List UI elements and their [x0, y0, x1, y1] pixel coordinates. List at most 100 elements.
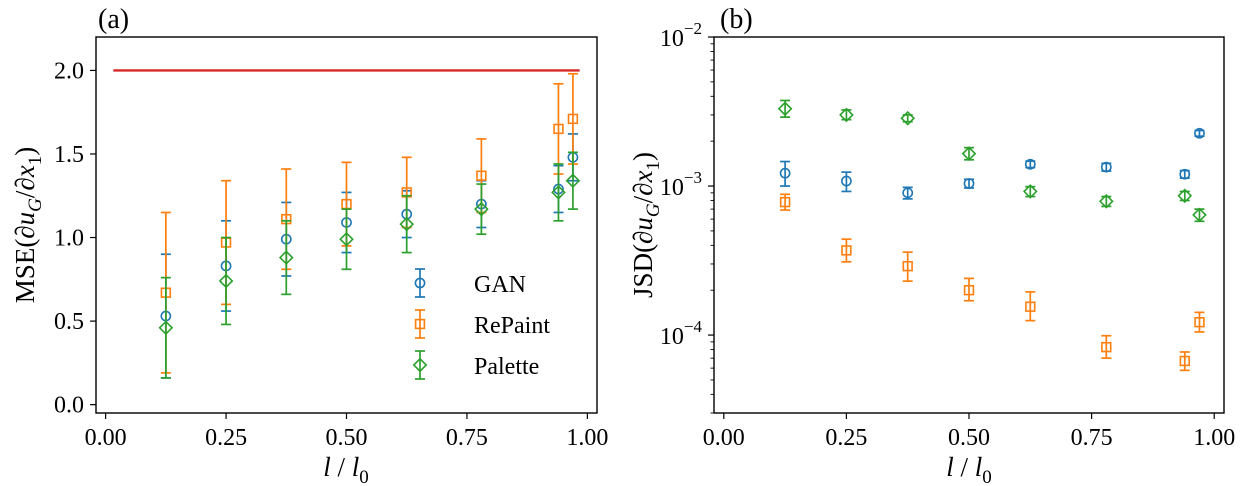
panel-b-repaint-errorbar-5 [1101, 334, 1112, 360]
panel-b-repaint-errorbar-2 [902, 251, 913, 283]
panel-b-palette-point-7 [1192, 207, 1207, 223]
legend-palette-marker [412, 357, 428, 373]
panel-b-palette-errorbar-3 [964, 146, 974, 161]
panel-b-gan-point-7 [1194, 127, 1205, 139]
panel-a-mse: (a) 0.00 0.25 0.50 0.75 1.000.00.51.01.52.0 … [10, 4, 608, 486]
panel-b-repaint-errorbar-4 [1025, 290, 1036, 322]
panel-b-repaint-point-6 [1179, 355, 1190, 367]
panel-a-xtick-label-2: 0.50 [326, 425, 368, 451]
panel-b-series-palette [777, 99, 1207, 223]
panel-b-gan-errorbar-1 [841, 171, 852, 193]
panel-a-series-palette [158, 151, 581, 379]
panel-b-palette-point-6 [1177, 188, 1193, 204]
panel-a-repaint-point-5 [476, 170, 487, 181]
panel-a-palette-errorbar-7 [567, 151, 578, 210]
legend-gan-label: GAN [474, 272, 526, 298]
panel-a-palette-errorbar-1 [221, 236, 232, 326]
legend-gan-marker [414, 277, 426, 289]
panel-b-ytick-exp-1: −3 [684, 168, 702, 187]
panel-b-ytick-label-2: 10−2 [660, 19, 702, 52]
panel-b-frame [713, 36, 1225, 414]
panel-a-ytick-label-2: 1.0 [54, 226, 84, 252]
panel-b-repaint-errorbar-6 [1179, 351, 1190, 372]
panel-b-gan-errorbar-0 [780, 160, 791, 187]
panel-b-ytick-base-2: 10 [660, 26, 684, 52]
panel-b-ytick-label-0: 10−4 [660, 317, 703, 350]
panel-b-repaint-errorbar-1 [841, 238, 852, 263]
panel-b-ytick-base-0: 10 [660, 324, 684, 350]
panel-b-repaint-point-4 [1025, 301, 1036, 312]
panel-b-ytick-label-1: 10−3 [660, 168, 702, 201]
panel-b-repaint-errorbar-7 [1194, 311, 1205, 333]
panel-b-palette-errorbar-7 [1194, 208, 1205, 223]
panel-a-ytick-label-1: 0.5 [54, 309, 84, 335]
panel-a-palette-errorbar-4 [401, 194, 412, 254]
panel-a-ytick-label-4: 2.0 [54, 58, 84, 84]
panel-b-gan-point-4 [1024, 158, 1036, 170]
panel-a-palette-point-0 [158, 320, 174, 336]
panel-b-repaint-point-5 [1101, 341, 1112, 353]
panel-a-ytick-label-0: 0.0 [54, 393, 84, 419]
panel-b-palette-point-3 [961, 146, 977, 161]
panel-b-ytick-exp-0: −4 [684, 317, 703, 336]
panel-b-repaint-errorbar-0 [780, 193, 791, 211]
panel-b-palette-point-5 [1098, 193, 1114, 209]
panel-a-xtick-label-4: 1.00 [566, 425, 608, 451]
panel-a-x-axis-label: l / l0 [323, 452, 369, 486]
panel-b-repaint-errorbar-3 [964, 277, 974, 302]
panel-b-palette-point-4 [1022, 184, 1038, 199]
panel-a-palette-point-3 [339, 231, 354, 247]
panel-b-palette-errorbar-1 [841, 109, 852, 121]
panel-b-repaint-point-7 [1194, 317, 1205, 328]
panel-b-repaint-point-2 [902, 260, 913, 272]
panel-b-series-repaint [779, 193, 1205, 372]
panel-b-gan-point-6 [1179, 168, 1191, 180]
panel-b-gan-point-1 [841, 175, 852, 187]
panel-a-xtick-label-1: 0.25 [205, 425, 247, 451]
panel-b-repaint-point-3 [963, 285, 975, 296]
panel-a-legend: GAN RePaint Palette [412, 268, 550, 380]
panel-b-y-axis-label: JSD(∂uG/∂x1) [628, 152, 664, 298]
panel-b-xtick-label-2: 0.50 [948, 425, 990, 451]
panel-b-repaint-point-0 [779, 196, 791, 208]
panel-a-repaint-point-6 [553, 123, 564, 135]
panel-a-repaint-errorbar-7 [567, 72, 578, 165]
panel-a-palette-point-5 [474, 201, 489, 217]
panel-b-gan-point-0 [779, 167, 791, 179]
panel-a-palette-errorbar-6 [553, 163, 564, 222]
panel-b-gan-point-5 [1100, 161, 1112, 173]
legend-entry-palette: Palette [412, 350, 539, 380]
panel-a-repaint-point-7 [567, 113, 579, 125]
legend-entry-gan: GAN [414, 268, 526, 298]
panel-a-palette-point-6 [551, 185, 566, 200]
panel-a-palette-errorbar-2 [281, 219, 292, 296]
panel-a-ticks: 0.00 0.25 0.50 0.75 1.00 0.0 0.5 1.0 1.5 2.0 [54, 58, 608, 451]
panel-a-palette-point-7 [565, 173, 581, 189]
panel-b-gan-point-2 [902, 187, 914, 199]
panel-b-xtick-label-3: 0.75 [1071, 425, 1113, 451]
panel-b-gan-point-3 [963, 178, 975, 189]
panel-b-data-layer [777, 99, 1207, 372]
panel-a-series-gan [160, 133, 579, 379]
panel-a-palette-errorbar-0 [160, 276, 171, 379]
panel-a-y-axis-label: MSE(∂uG/∂x1) [10, 147, 46, 303]
panel-b-repaint-point-1 [841, 245, 852, 256]
panel-b-label: (b) [720, 4, 753, 35]
panel-b-ytick-exp-2: −2 [684, 19, 702, 38]
legend-palette-label: Palette [474, 354, 539, 380]
panel-b-palette-errorbar-6 [1179, 190, 1190, 202]
panel-a-xtick-label-3: 0.75 [446, 425, 488, 451]
panel-b-xtick-label-1: 0.25 [825, 425, 867, 451]
panel-a-palette-point-2 [278, 250, 294, 265]
panel-a-repaint-errorbar-6 [553, 82, 564, 175]
panel-b-series-gan [779, 127, 1205, 200]
panel-b-x-axis-label: l / l0 [946, 452, 992, 486]
panel-a-xtick-label-0: 0.00 [85, 425, 127, 451]
panel-a-palette-errorbar-3 [341, 208, 352, 271]
panel-b-xtick-label-0: 0.00 [703, 425, 745, 451]
panel-a-palette-errorbar-5 [476, 183, 487, 236]
panel-a-data-layer [158, 72, 581, 379]
